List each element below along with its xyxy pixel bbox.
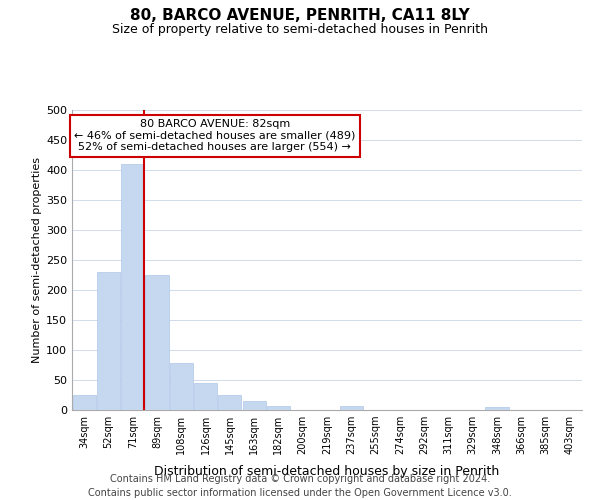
- Bar: [485, 407, 509, 410]
- X-axis label: Distribution of semi-detached houses by size in Penrith: Distribution of semi-detached houses by …: [154, 466, 500, 478]
- Text: 80 BARCO AVENUE: 82sqm
← 46% of semi-detached houses are smaller (489)
52% of se: 80 BARCO AVENUE: 82sqm ← 46% of semi-det…: [74, 119, 355, 152]
- Bar: [73, 395, 95, 410]
- Text: 80, BARCO AVENUE, PENRITH, CA11 8LY: 80, BARCO AVENUE, PENRITH, CA11 8LY: [130, 8, 470, 22]
- Bar: [242, 401, 266, 410]
- Text: Contains HM Land Registry data © Crown copyright and database right 2024.
Contai: Contains HM Land Registry data © Crown c…: [88, 474, 512, 498]
- Bar: [145, 275, 169, 410]
- Bar: [267, 406, 290, 410]
- Bar: [97, 272, 120, 410]
- Bar: [170, 363, 193, 410]
- Y-axis label: Number of semi-detached properties: Number of semi-detached properties: [32, 157, 42, 363]
- Bar: [194, 383, 217, 410]
- Bar: [340, 406, 363, 410]
- Bar: [218, 395, 241, 410]
- Text: Size of property relative to semi-detached houses in Penrith: Size of property relative to semi-detach…: [112, 22, 488, 36]
- Bar: [121, 164, 144, 410]
